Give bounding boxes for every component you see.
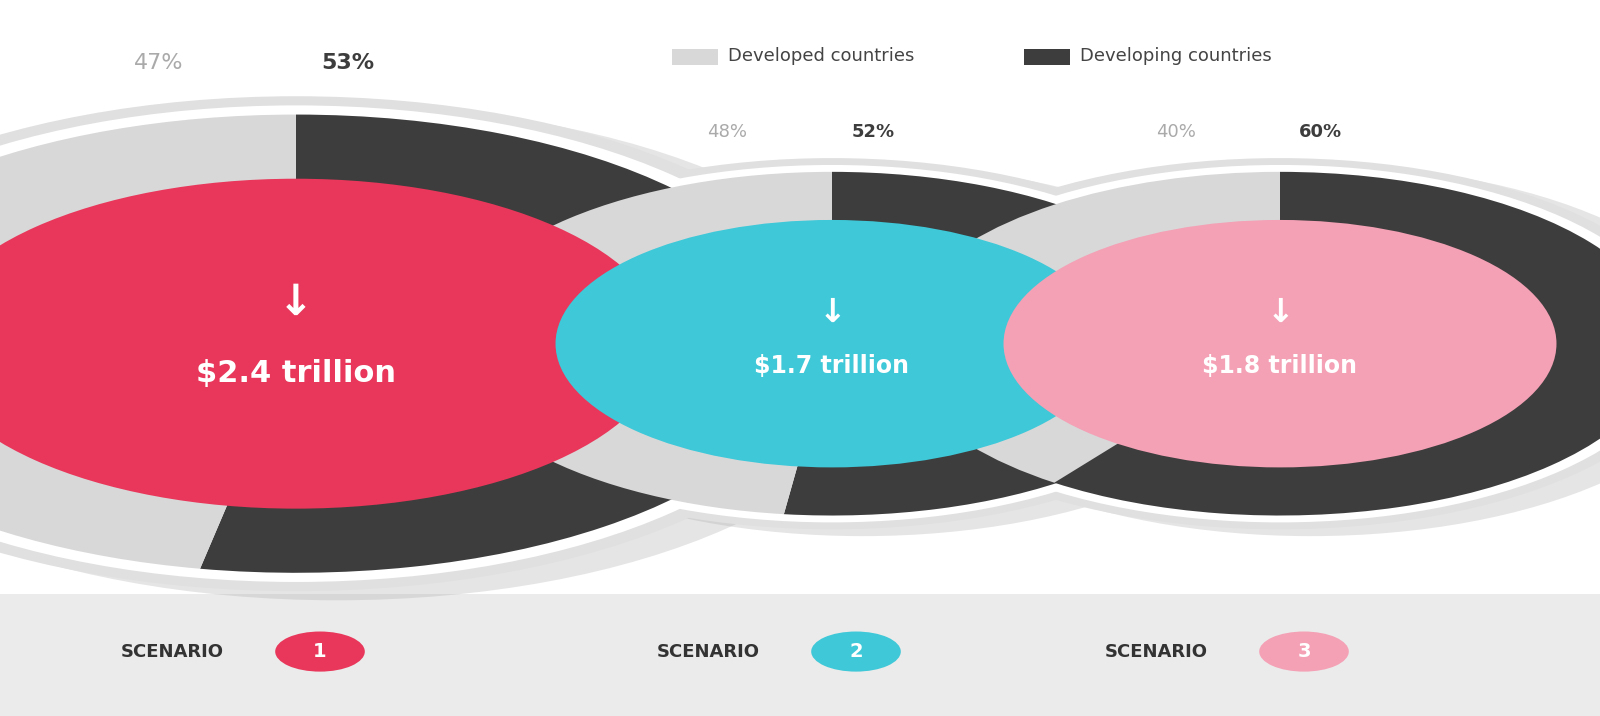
Text: $1.7 trillion: $1.7 trillion [755, 354, 909, 378]
Circle shape [1259, 632, 1349, 672]
Wedge shape [200, 115, 808, 573]
Circle shape [0, 105, 829, 582]
Circle shape [811, 632, 901, 672]
Text: 48%: 48% [707, 123, 747, 141]
Text: Developing countries: Developing countries [1080, 47, 1272, 65]
Wedge shape [0, 115, 296, 569]
Circle shape [866, 158, 1600, 529]
Text: ↓: ↓ [818, 296, 846, 329]
Ellipse shape [896, 165, 1600, 536]
Text: SCENARIO: SCENARIO [1106, 642, 1208, 661]
FancyBboxPatch shape [0, 594, 1600, 716]
Text: 60%: 60% [1299, 123, 1342, 141]
Text: 53%: 53% [322, 53, 374, 73]
Circle shape [418, 158, 1246, 529]
Text: ↓: ↓ [1266, 296, 1294, 329]
Text: ↓: ↓ [278, 281, 314, 324]
Text: 2: 2 [850, 642, 862, 661]
Text: SCENARIO: SCENARIO [658, 642, 760, 661]
Wedge shape [896, 172, 1280, 483]
Ellipse shape [448, 165, 1277, 536]
Text: $2.4 trillion: $2.4 trillion [195, 359, 397, 388]
Text: 1: 1 [314, 642, 326, 661]
Text: $1.8 trillion: $1.8 trillion [1203, 354, 1357, 378]
Circle shape [1003, 220, 1557, 468]
Circle shape [432, 165, 1232, 523]
Circle shape [0, 179, 664, 508]
Text: 40%: 40% [1155, 123, 1195, 141]
Text: SCENARIO: SCENARIO [122, 642, 224, 661]
Text: 3: 3 [1298, 642, 1310, 661]
Circle shape [555, 220, 1109, 468]
Text: 47%: 47% [134, 53, 184, 73]
Wedge shape [448, 172, 832, 514]
Circle shape [880, 165, 1600, 523]
Circle shape [0, 96, 850, 591]
FancyBboxPatch shape [672, 49, 718, 65]
Text: Developed countries: Developed countries [728, 47, 915, 65]
FancyBboxPatch shape [1024, 49, 1070, 65]
Ellipse shape [0, 105, 890, 600]
Wedge shape [1054, 172, 1600, 516]
Text: 52%: 52% [851, 123, 894, 141]
Circle shape [275, 632, 365, 672]
Wedge shape [784, 172, 1216, 516]
